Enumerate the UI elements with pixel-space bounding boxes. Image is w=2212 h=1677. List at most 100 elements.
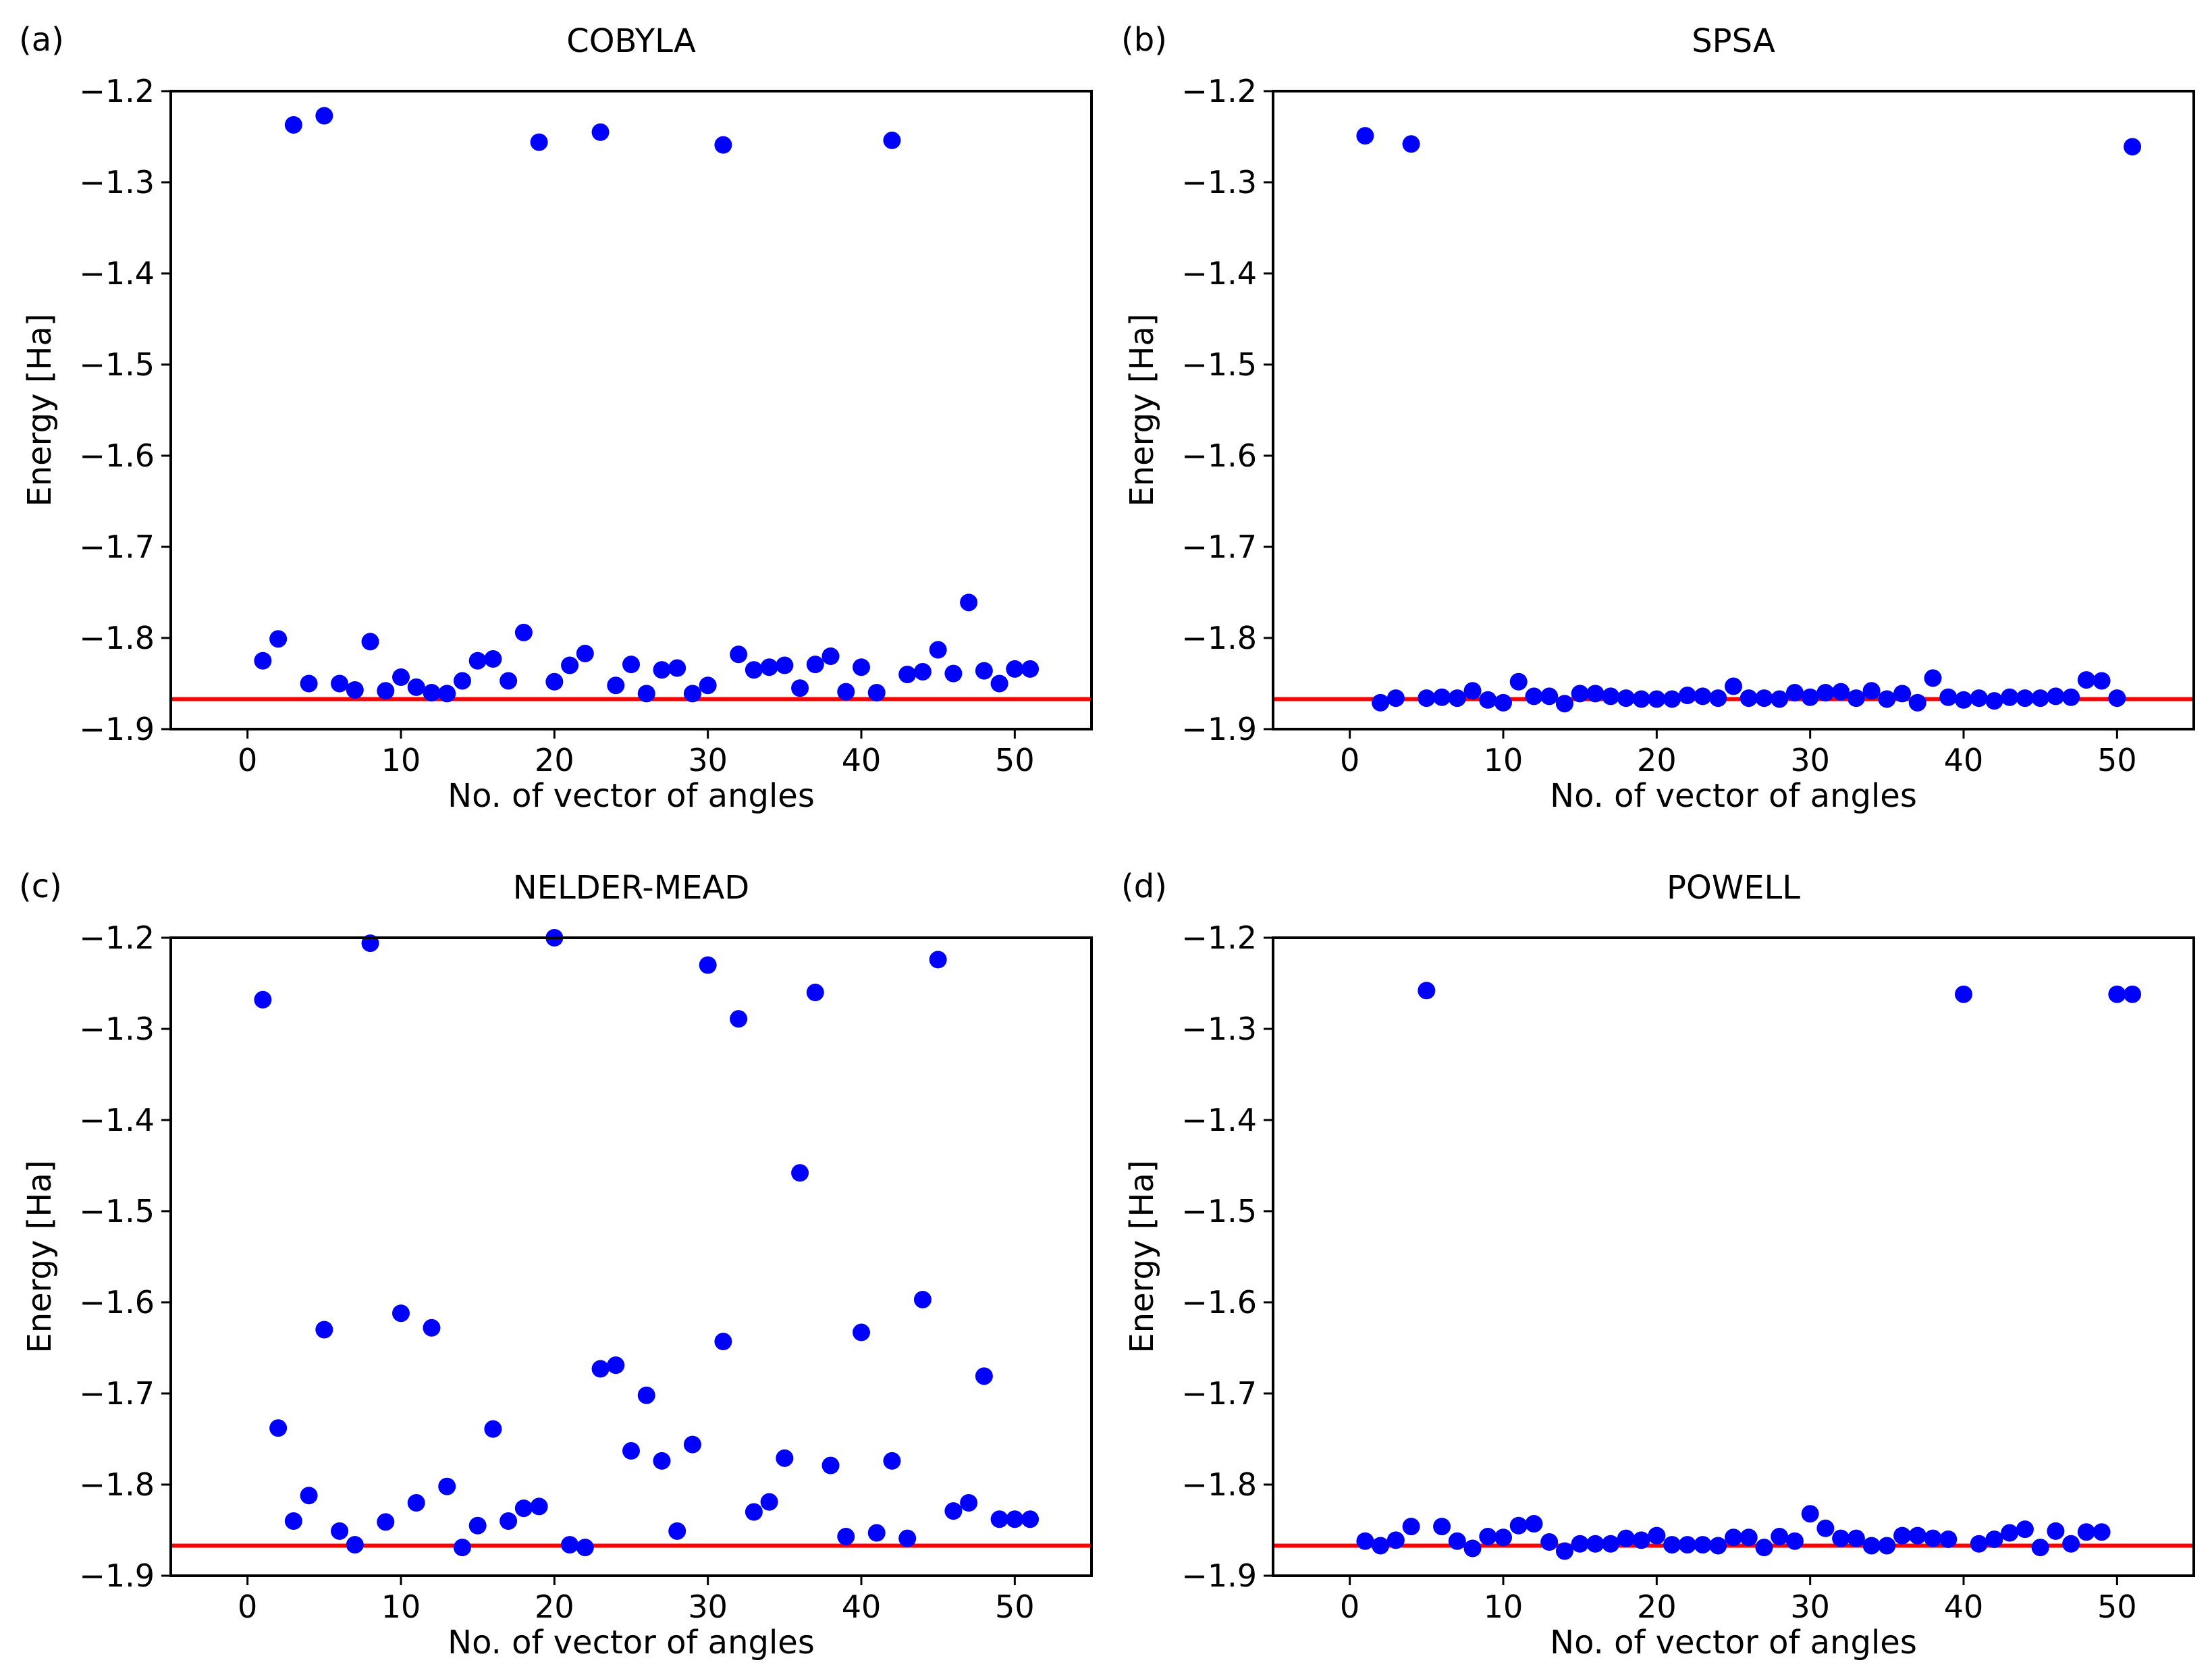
x-tick-label: 50 <box>995 742 1035 778</box>
data-point <box>2047 687 2065 706</box>
data-point <box>2016 689 2034 708</box>
data-point <box>806 656 824 674</box>
plot-frame <box>1272 936 2195 1577</box>
data-point <box>990 674 1008 693</box>
data-point <box>944 1502 963 1520</box>
y-tick-label: −1.8 <box>79 1466 155 1503</box>
data-point <box>514 623 533 641</box>
data-point <box>361 633 379 651</box>
data-point <box>1893 685 1912 703</box>
data-point <box>791 679 809 697</box>
y-tick-label: −1.8 <box>1181 1466 1257 1503</box>
data-point <box>2124 985 2142 1003</box>
panel-letter: (b) <box>1121 21 1167 59</box>
data-point <box>960 593 978 612</box>
data-point <box>346 1536 364 1554</box>
data-point <box>1479 691 1497 709</box>
x-tick-label: 40 <box>842 1589 882 1625</box>
data-point <box>1985 692 2003 710</box>
data-point <box>1755 689 1773 708</box>
y-axis-label: Energy [Ha] <box>1123 1160 1161 1353</box>
y-tick-label: −1.9 <box>79 1558 155 1594</box>
data-point <box>1433 688 1451 706</box>
data-point <box>1955 691 1972 709</box>
data-point <box>1632 690 1650 708</box>
data-point <box>776 1449 794 1467</box>
data-point <box>392 1304 410 1323</box>
data-point <box>514 1499 533 1518</box>
y-tick-label: −1.9 <box>1181 711 1257 747</box>
data-point <box>683 1435 701 1454</box>
data-point <box>453 672 471 690</box>
data-point <box>683 685 701 703</box>
data-point <box>913 1290 932 1308</box>
data-point <box>1694 687 1712 706</box>
data-point <box>2001 688 2019 706</box>
data-point <box>1908 693 1926 712</box>
data-point <box>2077 1523 2095 1541</box>
data-point <box>453 1539 471 1557</box>
data-point <box>607 676 625 695</box>
data-point <box>1386 689 1405 708</box>
data-point <box>653 1452 671 1470</box>
y-axis-label: Energy [Ha] <box>21 1160 59 1353</box>
data-point <box>1509 672 1528 691</box>
data-point <box>637 685 655 703</box>
data-point <box>883 131 901 149</box>
data-point <box>990 1510 1008 1528</box>
data-point <box>1801 1505 1819 1523</box>
data-point <box>1494 1528 1512 1547</box>
data-point <box>1771 1527 1789 1545</box>
data-point <box>1632 1531 1650 1549</box>
data-point <box>760 658 778 676</box>
data-point <box>300 674 318 693</box>
x-tick-label: 20 <box>535 742 574 778</box>
data-point <box>883 1452 901 1470</box>
chart-title: POWELL <box>1667 869 1800 907</box>
data-point <box>853 658 870 676</box>
data-point <box>1402 1518 1420 1536</box>
data-point <box>1525 1515 1543 1533</box>
data-point <box>1448 689 1466 708</box>
y-tick-label: −1.3 <box>1181 1011 1257 1047</box>
data-point <box>1479 1527 1497 1545</box>
x-axis-label: No. of vector of angles <box>448 1624 815 1661</box>
y-axis-label: Energy [Ha] <box>1123 313 1161 506</box>
data-point <box>1771 690 1789 708</box>
data-point <box>1663 690 1681 708</box>
data-point <box>1985 1530 2003 1548</box>
data-point <box>2016 1520 2034 1539</box>
data-point <box>714 1333 732 1351</box>
data-point <box>1006 1510 1024 1528</box>
data-point <box>423 1319 441 1337</box>
data-point <box>1418 982 1436 1000</box>
data-point <box>837 1527 855 1545</box>
data-point <box>1663 1536 1681 1554</box>
y-tick-label: −1.7 <box>1181 529 1257 565</box>
y-tick-label: −1.9 <box>1181 1558 1257 1594</box>
data-point <box>530 1497 548 1516</box>
data-point <box>1970 1535 1988 1553</box>
y-tick-label: −1.5 <box>1181 346 1257 383</box>
y-tick-label: −1.7 <box>79 1375 155 1412</box>
y-tick-label: −1.5 <box>79 346 155 383</box>
data-point <box>1448 1532 1466 1550</box>
data-point <box>423 684 441 701</box>
y-tick-label: −1.6 <box>1181 437 1257 474</box>
data-point <box>2093 672 2111 690</box>
data-point <box>699 676 717 695</box>
data-point <box>331 674 349 693</box>
data-point <box>1463 682 1482 700</box>
y-tick-label: −1.5 <box>79 1193 155 1229</box>
data-point <box>500 1512 518 1530</box>
y-tick-label: −1.7 <box>1181 1375 1257 1412</box>
data-point <box>284 115 302 134</box>
data-point <box>1893 1526 1912 1545</box>
x-tick-label: 30 <box>1790 1589 1830 1625</box>
data-point <box>1785 1532 1804 1550</box>
data-point <box>898 1529 917 1547</box>
y-tick-label: −1.6 <box>79 437 155 474</box>
data-point <box>730 645 748 664</box>
data-point <box>791 1164 809 1182</box>
plot-frame <box>1272 90 2195 730</box>
